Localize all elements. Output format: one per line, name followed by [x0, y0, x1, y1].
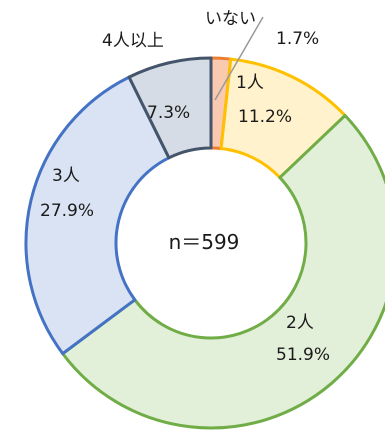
label-category-4nin-ijou: 4人以上 — [102, 31, 164, 51]
label-value-3nin: 27.9% — [40, 201, 94, 221]
center-sample-size-label: n＝599 — [169, 230, 240, 254]
label-value-inai: 1.7% — [276, 29, 319, 49]
label-category-2nin: 2人 — [286, 313, 314, 333]
slice-4nin-ijou — [127, 56, 213, 160]
label-category-3nin: 3人 — [52, 166, 80, 186]
slices-group — [24, 56, 385, 430]
slice-3nin — [24, 75, 171, 356]
label-category-inai: いない — [205, 9, 256, 29]
label-value-1nin: 11.2% — [238, 107, 292, 127]
label-value-2nin: 51.9% — [276, 345, 330, 365]
label-category-1nin: 1人 — [236, 73, 264, 93]
label-value-4nin-ijou: 7.3% — [147, 103, 190, 123]
leader-line-inai — [214, 16, 264, 101]
slice-2nin — [61, 114, 385, 430]
